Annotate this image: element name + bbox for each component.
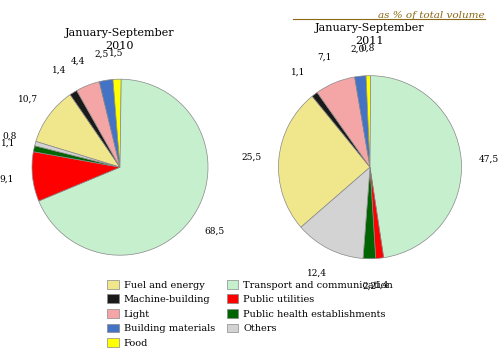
- Text: 25,5: 25,5: [242, 152, 262, 162]
- Text: as % of total volume: as % of total volume: [378, 11, 485, 20]
- Text: 0,8: 0,8: [2, 132, 17, 141]
- Wedge shape: [363, 167, 376, 259]
- Text: 1,5: 1,5: [109, 48, 124, 57]
- Text: 7,1: 7,1: [318, 53, 332, 62]
- Wedge shape: [100, 80, 120, 167]
- Text: 1,4: 1,4: [376, 281, 390, 290]
- Text: 1,1: 1,1: [291, 68, 305, 77]
- Wedge shape: [366, 76, 370, 167]
- Legend: Fuel and energy, Machine-building, Light, Building materials, Food, Transport an: Fuel and energy, Machine-building, Light…: [104, 277, 396, 351]
- Text: 47,5: 47,5: [478, 154, 499, 163]
- Wedge shape: [113, 79, 121, 167]
- Title: January-September
2011: January-September 2011: [315, 23, 425, 46]
- Text: 1,1: 1,1: [1, 139, 15, 147]
- Wedge shape: [278, 96, 370, 227]
- Text: 2,0: 2,0: [350, 44, 364, 54]
- Wedge shape: [70, 90, 120, 167]
- Wedge shape: [370, 76, 462, 258]
- Wedge shape: [34, 146, 120, 167]
- Text: 68,5: 68,5: [204, 227, 225, 236]
- Title: January-September
2010: January-September 2010: [65, 28, 175, 51]
- Wedge shape: [312, 93, 370, 167]
- Wedge shape: [39, 79, 208, 255]
- Text: 4,4: 4,4: [71, 56, 85, 65]
- Wedge shape: [34, 142, 120, 167]
- Wedge shape: [301, 167, 370, 258]
- Text: 2,5: 2,5: [94, 50, 109, 59]
- Text: 2,2: 2,2: [362, 282, 376, 291]
- Wedge shape: [317, 77, 370, 167]
- Text: 12,4: 12,4: [306, 269, 326, 278]
- Text: 0,8: 0,8: [360, 44, 375, 53]
- Text: 9,1: 9,1: [0, 175, 14, 184]
- Wedge shape: [36, 95, 120, 167]
- Text: 10,7: 10,7: [18, 95, 38, 104]
- Text: 1,4: 1,4: [52, 65, 66, 75]
- Wedge shape: [32, 152, 120, 201]
- Wedge shape: [76, 82, 120, 167]
- Wedge shape: [354, 76, 370, 167]
- Wedge shape: [370, 167, 384, 258]
